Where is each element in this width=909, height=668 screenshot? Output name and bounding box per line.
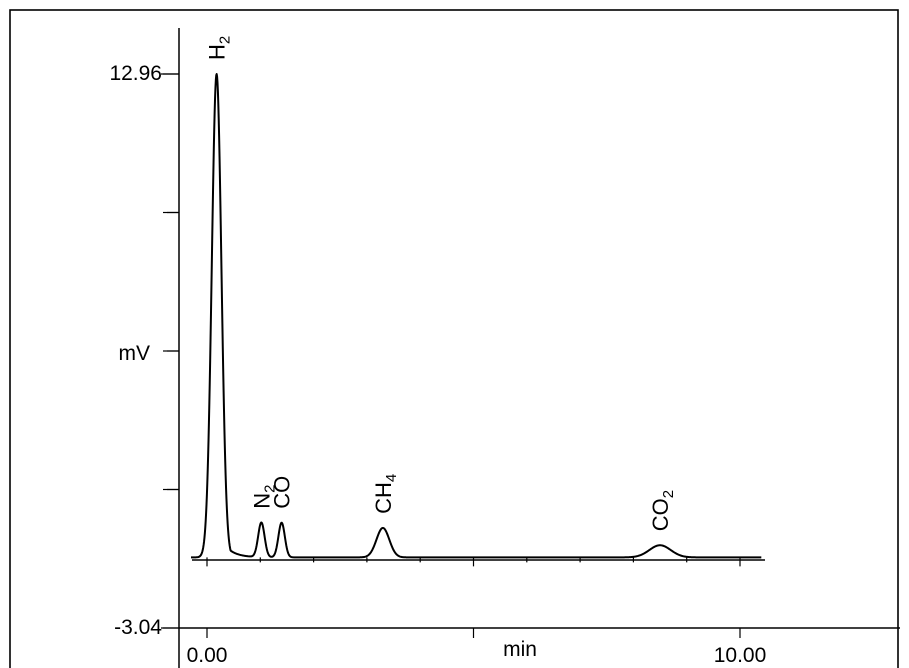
chart-frame [9, 9, 899, 668]
x-tick-label-0: 0.00 [187, 644, 228, 667]
x-axis-ticks [206, 628, 741, 638]
peak-label-text: CH [371, 482, 396, 514]
peak-label-3: CH4 [371, 474, 400, 514]
baseline-ticks [206, 557, 741, 567]
peak-label-2: CO [270, 476, 295, 509]
y-axis-ticks [161, 73, 179, 629]
y-tick-label-max: 12.96 [109, 62, 162, 85]
peak-label-text: N [249, 493, 274, 509]
peak-label-subscript: 2 [261, 485, 278, 493]
x-axis-label: min [503, 638, 537, 661]
y-tick-label-min: -3.04 [114, 616, 162, 639]
peak-label-4: CO2 [648, 490, 677, 531]
peak-label-subscript: 2 [660, 490, 677, 498]
peak-label-0: H2 [205, 36, 234, 60]
peak-label-text: H [205, 44, 230, 60]
peak-label-text: CO [270, 476, 295, 509]
peak-label-subscript: 4 [383, 474, 400, 482]
y-axis-label: mV [119, 342, 151, 365]
peak-label-subscript: 2 [217, 36, 234, 44]
x-tick-label-10: 10.00 [714, 644, 767, 667]
signal-trace [190, 73, 762, 559]
peak-label-1: N2 [249, 485, 278, 509]
peak-label-text: CO [648, 498, 673, 531]
